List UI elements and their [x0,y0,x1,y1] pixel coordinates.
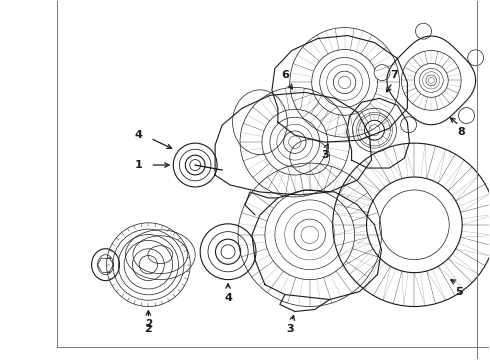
Circle shape [459,108,474,123]
Text: 3: 3 [286,324,294,334]
Text: 8: 8 [457,127,465,137]
Circle shape [467,50,484,66]
Text: 2: 2 [145,324,152,334]
Text: 1: 1 [135,160,142,170]
Text: 7: 7 [391,71,398,80]
Circle shape [374,65,390,81]
Text: 5: 5 [455,287,463,297]
Text: 2: 2 [145,319,152,329]
Text: 3: 3 [321,150,328,160]
Text: 4: 4 [134,130,143,140]
Text: 6: 6 [281,71,289,80]
Circle shape [416,23,432,39]
Text: 4: 4 [224,293,232,302]
Circle shape [401,117,416,133]
